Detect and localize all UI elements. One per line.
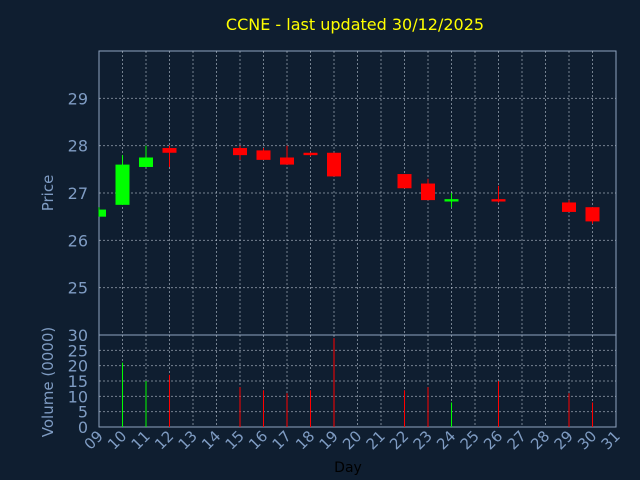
volume-tick-label: 20 bbox=[68, 357, 88, 376]
candles bbox=[98, 145, 600, 224]
candle-body bbox=[491, 199, 506, 202]
candle-body bbox=[397, 174, 412, 189]
candle-body bbox=[256, 150, 271, 160]
volume-axis-label: Volume (0000) bbox=[39, 327, 57, 437]
price-tick-label: 28 bbox=[68, 137, 88, 156]
x-axis: 0910111213141516171819202122232425262728… bbox=[81, 427, 624, 453]
candle-body bbox=[444, 199, 459, 202]
candle-body bbox=[162, 148, 177, 153]
volume-tick-label: 0 bbox=[78, 418, 88, 437]
volume-tick-label: 15 bbox=[68, 372, 88, 391]
candle-body bbox=[139, 157, 153, 167]
candle-body bbox=[233, 148, 247, 156]
price-axis-label: Price bbox=[39, 175, 57, 212]
volume-tick-label: 5 bbox=[78, 403, 88, 422]
volume-tick-label: 30 bbox=[68, 326, 88, 345]
x-axis-label: Day bbox=[334, 460, 362, 476]
price-tick-label: 26 bbox=[68, 231, 88, 250]
candle-body bbox=[562, 202, 576, 212]
price-tick-label: 27 bbox=[68, 184, 88, 203]
volume-tick-label: 25 bbox=[68, 341, 88, 360]
candle-body bbox=[327, 152, 341, 177]
candle-body bbox=[585, 207, 600, 222]
price-tick-label: 25 bbox=[68, 279, 88, 298]
chart-title: CCNE - last updated 30/12/2025 bbox=[226, 15, 484, 34]
candle-body bbox=[421, 183, 435, 201]
volume-tick-label: 10 bbox=[68, 387, 88, 406]
candle-body bbox=[280, 157, 294, 165]
candle-body bbox=[303, 152, 318, 156]
volume-bars bbox=[122, 338, 593, 427]
price-axis: 25 26 27 28 29 bbox=[68, 89, 88, 297]
candle-body bbox=[99, 209, 106, 217]
price-tick-label: 29 bbox=[68, 89, 88, 108]
candle-body bbox=[115, 164, 130, 205]
